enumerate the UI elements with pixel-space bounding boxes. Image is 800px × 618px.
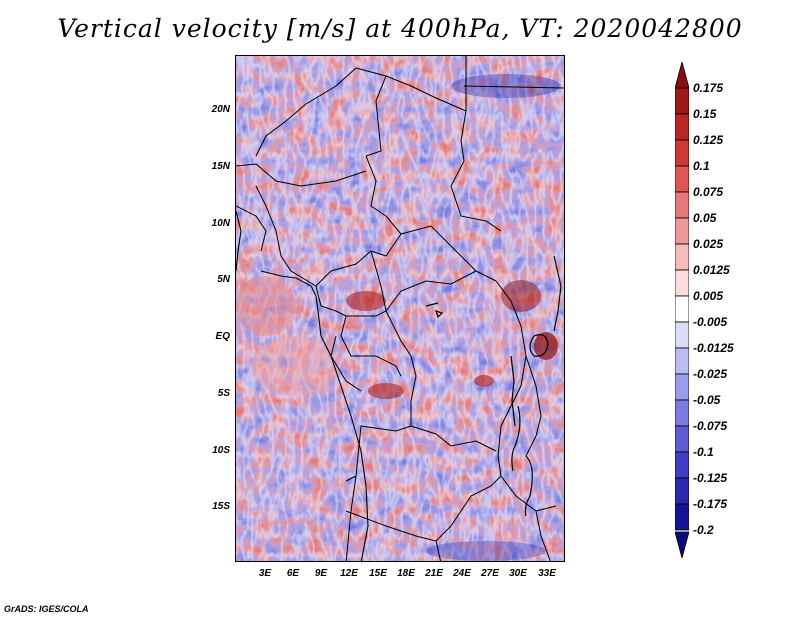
colorbar-label: -0.0125 <box>693 341 734 355</box>
colorbar-label: -0.2 <box>693 523 714 537</box>
colorbar-label: 0.175 <box>693 81 724 95</box>
colorbar-label: -0.075 <box>693 419 728 433</box>
lon-label: 24E <box>453 568 471 579</box>
colorbar-cell <box>675 243 689 271</box>
map-panel <box>235 55 565 562</box>
colorbar-cell <box>675 425 689 453</box>
lon-label: 21E <box>425 568 443 579</box>
colorbar-label: 0.125 <box>693 133 724 147</box>
colorbar-cell <box>675 165 689 193</box>
colorbar-label: -0.005 <box>693 315 728 329</box>
lat-label: 5N <box>217 274 230 285</box>
colorbar-label: -0.025 <box>693 367 728 381</box>
colorbar-label: -0.175 <box>693 497 728 511</box>
colorbar-label: 0.05 <box>693 211 717 225</box>
colorbar-cell <box>675 269 689 297</box>
lon-label: 6E <box>286 568 300 579</box>
colorbar-cell <box>675 503 689 531</box>
lat-label: EQ <box>215 331 230 342</box>
colorbar-cell <box>675 87 689 115</box>
chart-title: Vertical velocity [m/s] at 400hPa, VT: 2… <box>57 14 743 43</box>
credit-text: GrADS: IGES/COLA <box>4 604 89 614</box>
colorbar-cell <box>675 451 689 479</box>
colorbar-cell <box>675 295 689 323</box>
colorbar-cell <box>675 373 689 401</box>
colorbar-label: 0.0125 <box>693 263 730 277</box>
colorbar-label: 0.075 <box>693 185 724 199</box>
lon-label: 15E <box>369 568 387 579</box>
colorbar-cell <box>675 139 689 167</box>
lat-label: 15S <box>212 501 230 512</box>
lon-label: 27E <box>481 568 499 579</box>
lon-label: 33E <box>538 568 556 579</box>
colorbar-cell <box>675 321 689 349</box>
colorbar-label: -0.1 <box>693 445 714 459</box>
colorbar <box>675 62 689 558</box>
colorbar-label: 0.15 <box>693 107 717 121</box>
colorbar-label: 0.025 <box>693 237 724 251</box>
vertical-velocity-field <box>236 56 564 561</box>
lon-label: 18E <box>397 568 415 579</box>
lat-label: 10S <box>212 445 230 456</box>
lon-label: 3E <box>258 568 272 579</box>
lon-label: 30E <box>509 568 527 579</box>
colorbar-label: -0.125 <box>693 471 728 485</box>
colorbar-cell <box>675 477 689 505</box>
colorbar-label: -0.05 <box>693 393 721 407</box>
country-boundaries <box>236 56 564 561</box>
colorbar-cell <box>675 347 689 375</box>
convective-patches <box>236 74 561 561</box>
colorbar-label: 0.1 <box>693 159 710 173</box>
lat-label: 10N <box>211 218 230 229</box>
lat-label: 20N <box>211 104 230 115</box>
lat-label: 5S <box>217 388 230 399</box>
colorbar-cell <box>675 113 689 141</box>
colorbar-cell <box>675 399 689 427</box>
coastline <box>236 210 562 561</box>
lakes <box>425 302 549 517</box>
colorbar-cell <box>675 191 689 219</box>
colorbar-cell <box>675 217 689 245</box>
colorbar-label: 0.005 <box>693 289 724 303</box>
lon-label: 9E <box>314 568 328 579</box>
lat-label: 15N <box>211 161 230 172</box>
colorbar-bottom-arrow <box>675 531 689 558</box>
colorbar-top-arrow <box>675 62 689 89</box>
lon-label: 12E <box>340 568 358 579</box>
